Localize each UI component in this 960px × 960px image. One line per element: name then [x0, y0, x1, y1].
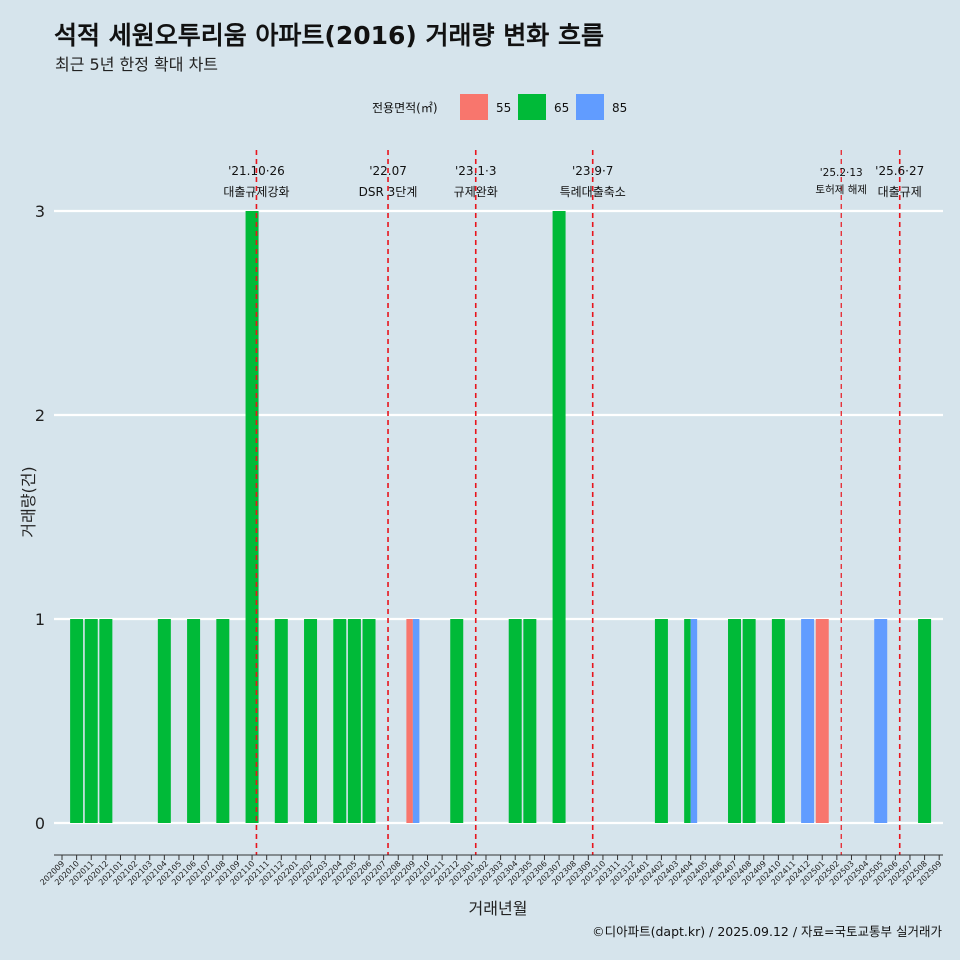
- bar-202410-65: [771, 619, 785, 823]
- bar-202501-55: [815, 619, 829, 823]
- annotation-date: '25.2·13: [820, 167, 863, 179]
- legend-label-65: 65: [554, 101, 569, 115]
- annotation-date: '21.10·26: [228, 164, 285, 178]
- y-tick-label: 2: [35, 406, 45, 425]
- annotation-label: DSR 3단계: [359, 185, 418, 199]
- bar-202304-65: [508, 619, 522, 823]
- bar-202408-65: [742, 619, 756, 823]
- y-tick-label: 0: [35, 814, 45, 833]
- y-tick-label: 3: [35, 202, 45, 221]
- annotations: '21.10·26 대출규제강화 '22.07 DSR 3단계 '23.1·3 규제완화 '…: [223, 164, 924, 199]
- bar-202106-65: [187, 619, 201, 823]
- bar-202402-65: [654, 619, 668, 823]
- annotation-date: '22.07: [369, 164, 407, 178]
- chart-subtitle: 최근 5년 한정 확대 차트: [55, 55, 218, 74]
- bar-202407-65: [728, 619, 742, 823]
- bar-202505-85: [874, 619, 888, 823]
- annotation-date: '23.1·3: [455, 164, 496, 178]
- annotation-label: 특례대출축소: [560, 185, 626, 199]
- bar-202209-55: [406, 619, 413, 823]
- y-tick-label: 1: [35, 610, 45, 629]
- annotation-label: 토허제 해제: [815, 183, 867, 196]
- bar-202508-65: [918, 619, 932, 823]
- bar-202212-65: [450, 619, 464, 823]
- chart-title: 석적 세원오투리움 아파트(2016) 거래량 변화 흐름: [54, 21, 604, 50]
- legend-swatch-55: [460, 94, 488, 120]
- bar-202305-65: [523, 619, 537, 823]
- legend-title: 전용면적(㎡): [372, 101, 438, 115]
- x-axis: 2020092020102020112020122021012021022021…: [38, 854, 944, 887]
- legend-label-55: 55: [496, 101, 511, 115]
- legend-swatch-65: [518, 94, 546, 120]
- legend: 전용면적(㎡) 55 65 85: [372, 94, 627, 120]
- legend-label-85: 85: [612, 101, 627, 115]
- bar-202209-85: [412, 619, 420, 823]
- bar-202104-65: [157, 619, 171, 823]
- bar-202112-65: [274, 619, 288, 823]
- bars: [70, 211, 932, 823]
- bar-202404-65: [684, 619, 691, 823]
- bar-202202-65: [304, 619, 318, 823]
- bar-202204-65: [333, 619, 347, 823]
- caption: ©디아파트(dapt.kr) / 2025.09.12 / 자료=국토교통부 실…: [592, 924, 942, 939]
- annotation-label: 대출규제: [878, 185, 922, 199]
- bar-202205-65: [347, 619, 361, 823]
- bar-202206-65: [362, 619, 376, 823]
- bar-202108-65: [216, 619, 230, 823]
- bar-202404-85: [690, 619, 698, 823]
- annotation-date: '23.9·7: [572, 164, 613, 178]
- gridlines: [54, 209, 943, 825]
- annotation-label: 대출규제강화: [223, 185, 289, 199]
- annotation-date: '25.6·27: [875, 164, 924, 178]
- bar-202012-65: [99, 619, 113, 823]
- bar-202110-65: [245, 211, 259, 823]
- y-axis: 0 1 2 3: [35, 202, 45, 833]
- bar-202307-65: [552, 211, 566, 823]
- bar-202011-65: [84, 619, 98, 823]
- bar-202412-85: [801, 619, 815, 823]
- legend-entries: 55 65 85: [460, 94, 627, 120]
- annotation-label: 규제완화: [454, 185, 498, 199]
- legend-swatch-85: [576, 94, 604, 120]
- y-axis-title: 거래량(건): [19, 466, 38, 537]
- event-lines: [255, 150, 901, 855]
- bar-202010-65: [70, 619, 84, 823]
- x-axis-title: 거래년월: [469, 899, 528, 918]
